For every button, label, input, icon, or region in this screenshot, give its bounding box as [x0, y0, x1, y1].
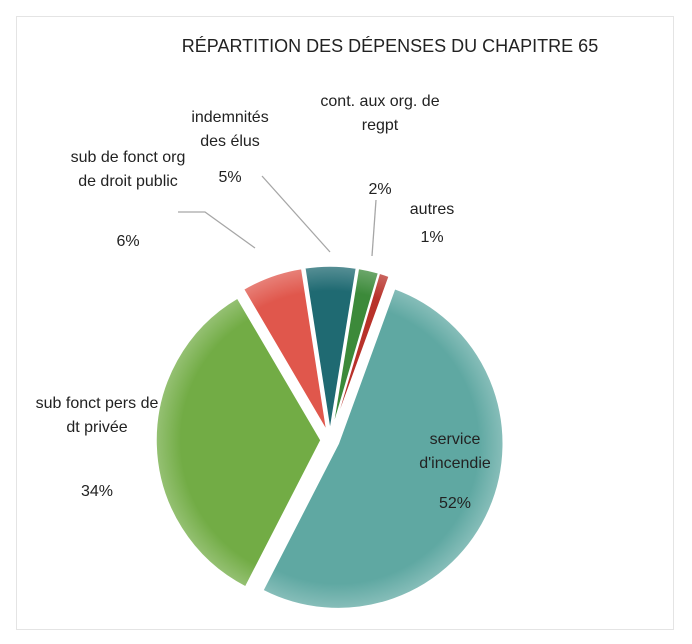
chart-frame: [16, 16, 674, 630]
value-label: 34%: [80, 483, 114, 500]
slice-label: cont. aux org. de regpt: [320, 93, 440, 134]
pie-slice: [261, 287, 504, 610]
leader-line: [261, 175, 331, 253]
pie-slice: [331, 267, 380, 432]
value-label: 5%: [218, 169, 242, 186]
value-label: 52%: [438, 495, 472, 512]
value-label: 2%: [368, 181, 392, 198]
pie-slice: [242, 267, 328, 432]
slice-label: indemnités des élus: [191, 109, 269, 150]
chart-title: RÉPARTITION DES DÉPENSES DU CHAPITRE 65: [181, 36, 599, 56]
leader-line: [371, 199, 377, 257]
value-label: 1%: [420, 229, 444, 246]
pie-slice: [155, 296, 322, 589]
slice-label: autres: [409, 201, 455, 218]
pie-slice: [332, 272, 391, 432]
slice-label: service d'incendie: [419, 431, 491, 472]
slice-label: sub de fonct org de droit public: [70, 149, 186, 190]
pie-slice: [303, 265, 358, 432]
value-label: 6%: [116, 233, 140, 250]
leader-line: [178, 211, 256, 249]
slice-label: sub fonct pers de dt privée: [35, 395, 159, 436]
